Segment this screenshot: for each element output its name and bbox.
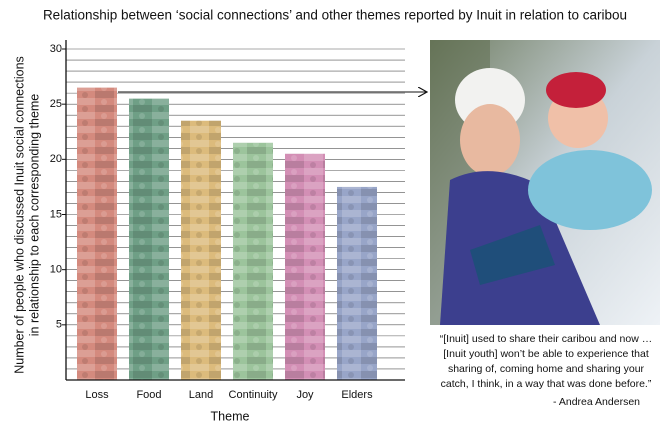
x-tick-label: Joy xyxy=(296,389,314,401)
bar-texture xyxy=(181,121,221,380)
x-tick-label: Land xyxy=(189,389,213,401)
y-tick-label: 15 xyxy=(50,208,62,220)
y-axis-label: Number of people who discussed Inuit soc… xyxy=(12,56,41,374)
quote-author: - Andrea Andersen xyxy=(553,396,640,408)
y-tick-label: 20 xyxy=(50,153,62,165)
bar-texture xyxy=(233,143,273,380)
y-tick-label: 25 xyxy=(50,98,62,110)
y-axis-label-line: Number of people who discussed Inuit soc… xyxy=(12,56,26,374)
chart: Relationship between ‘social connections… xyxy=(0,0,667,423)
x-tick-label: Elders xyxy=(341,389,373,401)
x-tick-label: Food xyxy=(136,389,161,401)
quote: “[Inuit] used to share their caribou and… xyxy=(440,333,652,408)
bar-texture xyxy=(285,154,325,380)
quote-line: [Inuit youth] won’t be able to experienc… xyxy=(443,348,649,360)
x-axis-label: Theme xyxy=(211,409,250,423)
y-tick-label: 10 xyxy=(50,264,62,276)
page: {"chart_data": { "type": "bar", "title":… xyxy=(0,0,667,423)
quote-line: sharing of, coming home and sharing your xyxy=(448,363,645,375)
chart-title: Relationship between ‘social connections… xyxy=(43,8,627,23)
y-tick-label: 30 xyxy=(50,43,62,55)
x-tick-label: Loss xyxy=(85,389,109,401)
bar-texture xyxy=(129,99,169,380)
quote-line: “[Inuit] used to share their caribou and… xyxy=(440,333,652,345)
bar-texture xyxy=(337,187,377,380)
y-tick-label: 5 xyxy=(56,319,62,331)
quote-line: catch, I think, in a way that was done b… xyxy=(441,378,652,390)
x-tick-label: Continuity xyxy=(229,389,278,401)
photo xyxy=(430,40,660,325)
y-axis-label-line: in relationship to each corresponding th… xyxy=(27,94,41,337)
bar-texture xyxy=(77,88,117,380)
